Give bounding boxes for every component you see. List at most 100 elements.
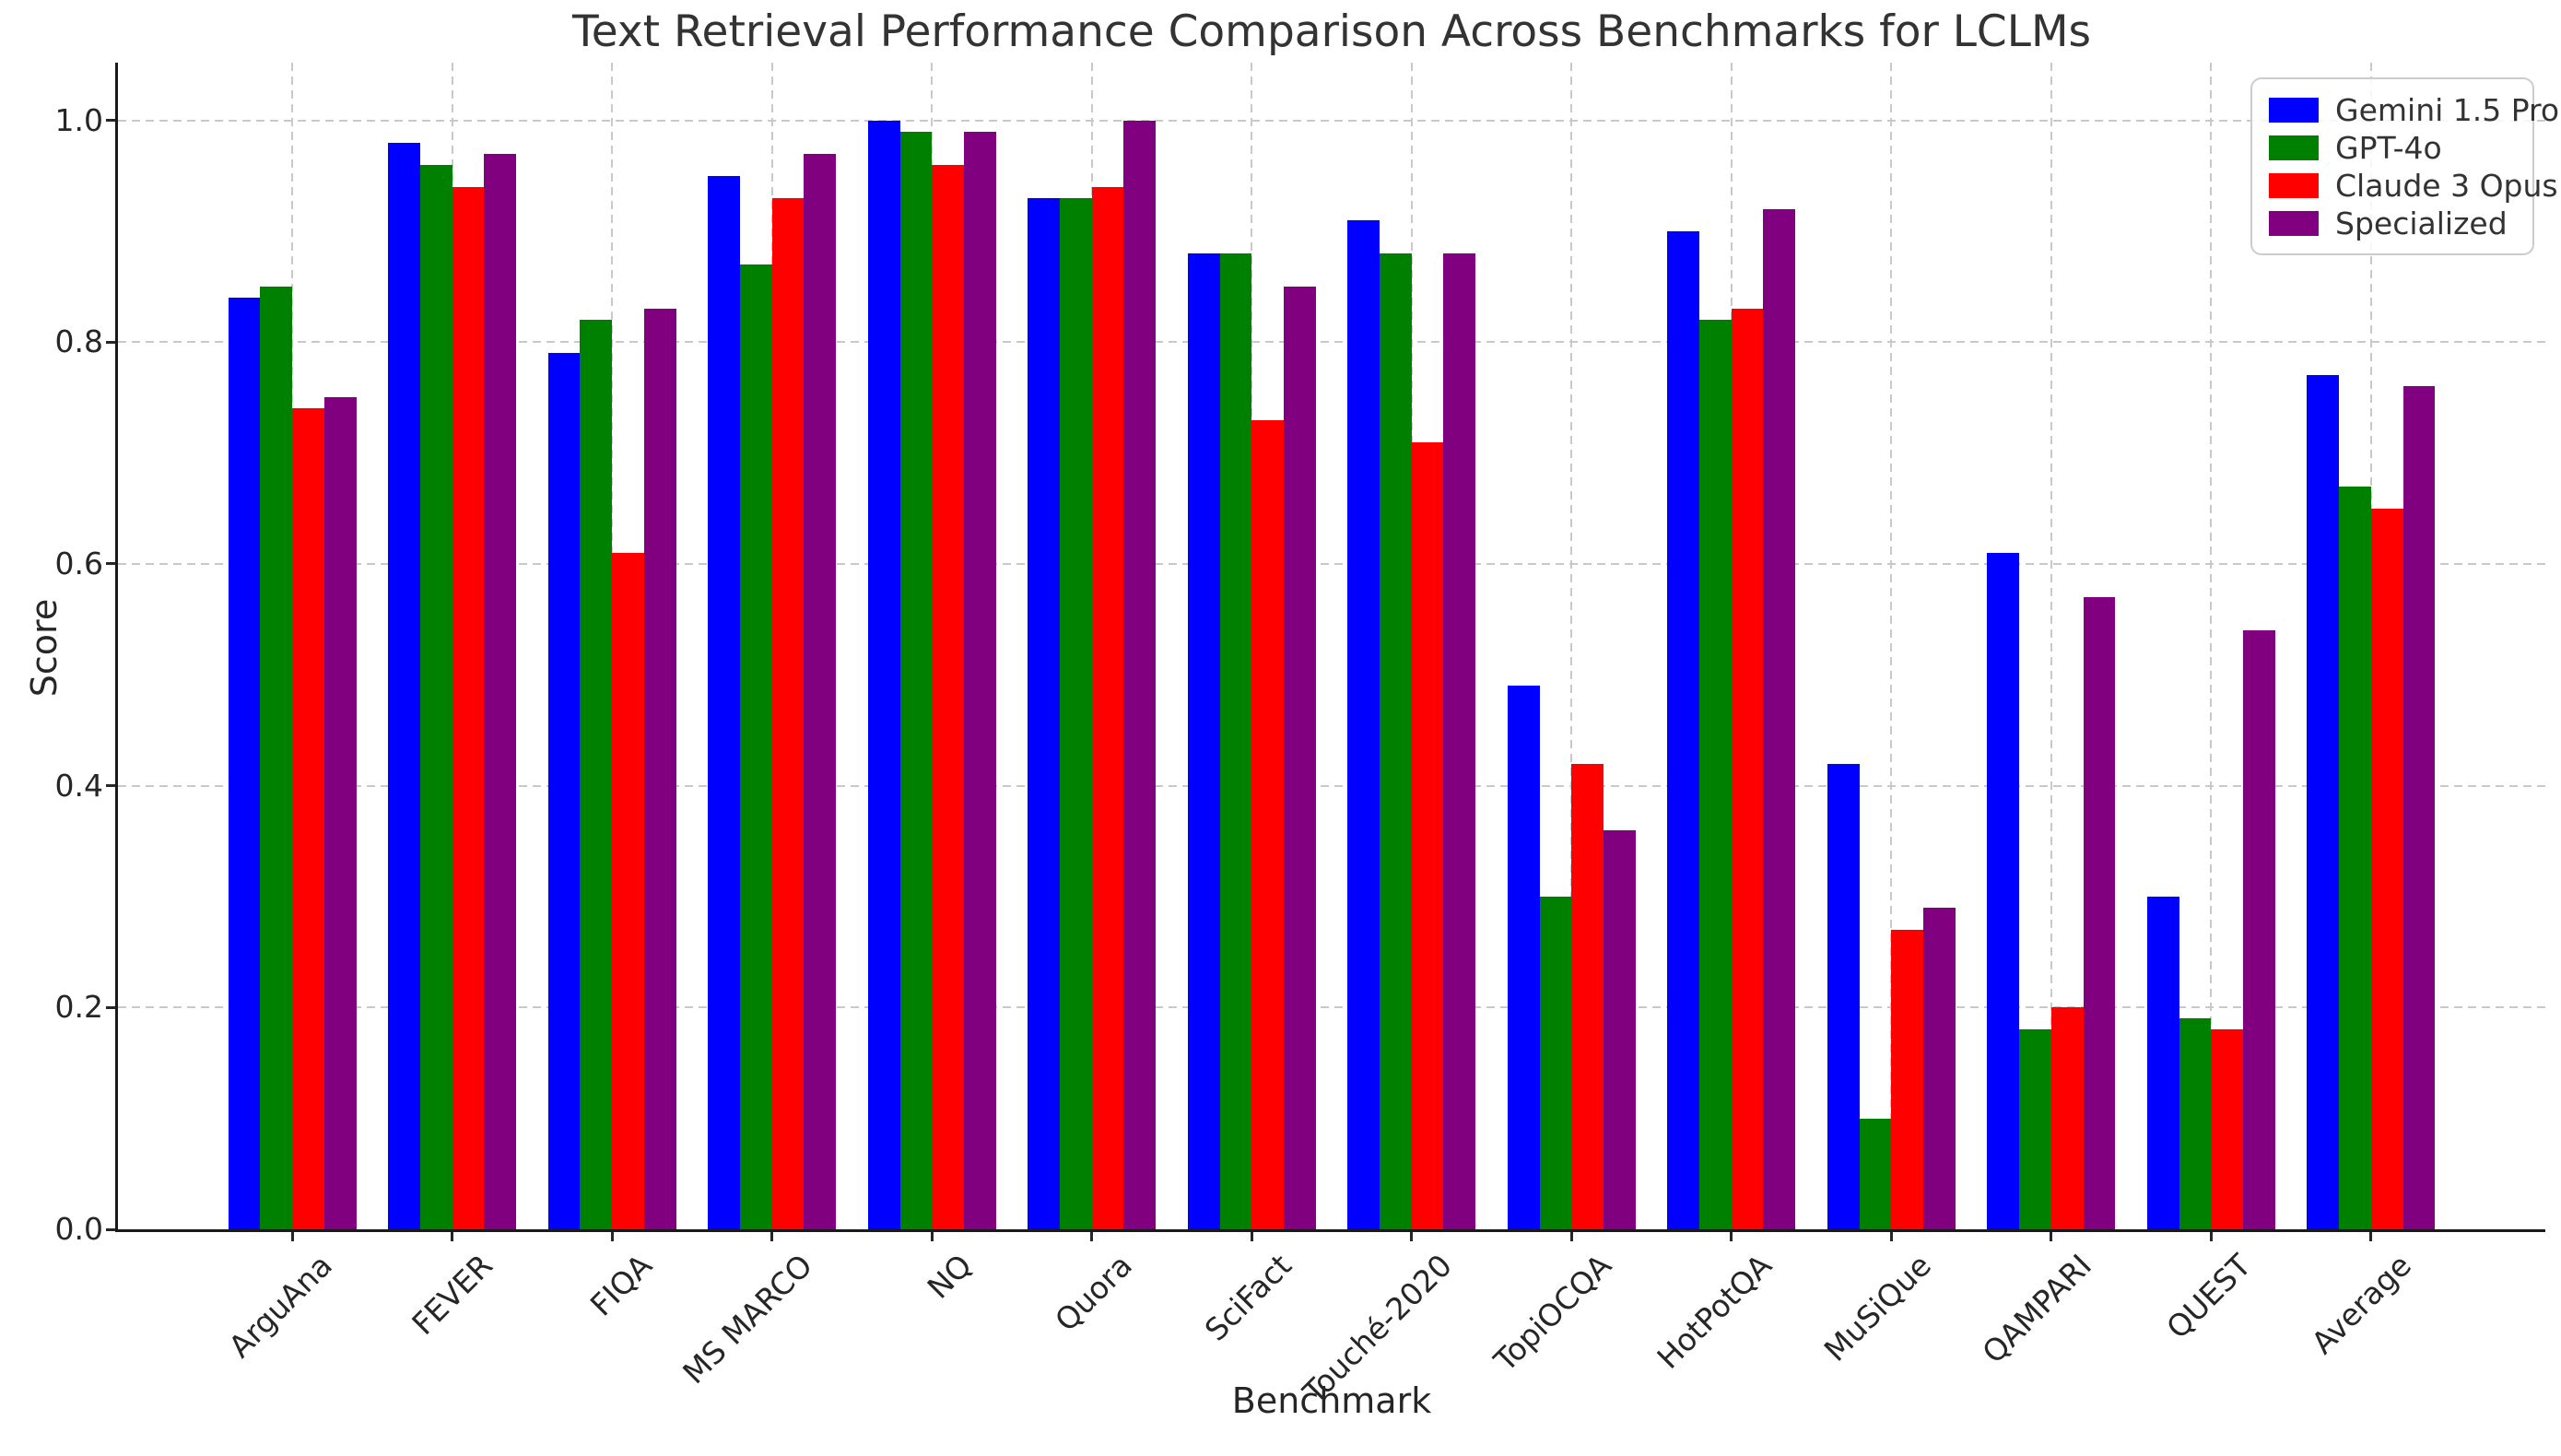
legend-label: Gemini 1.5 Pro [2335, 91, 2560, 128]
bar [580, 320, 613, 1229]
bar [1699, 320, 1732, 1229]
legend-item: Claude 3 Opus [2269, 167, 2558, 204]
x-tick-mark [2369, 1229, 2373, 1241]
x-tick-mark [1250, 1229, 1253, 1241]
x-gridline [2210, 63, 2213, 1229]
y-tick-label: 1.0 [54, 101, 103, 138]
chart-title: Text Retrieval Performance Comparison Ac… [572, 6, 2091, 57]
bar [1667, 230, 1700, 1229]
x-tick-mark [1569, 1229, 1573, 1241]
x-tick-mark [290, 1229, 294, 1241]
bar [1219, 252, 1252, 1229]
bar [771, 197, 805, 1229]
y-gridline [118, 562, 2545, 565]
bar [2146, 896, 2179, 1229]
bar [228, 298, 261, 1229]
bar [1539, 896, 1572, 1229]
y-gridline [118, 119, 2545, 122]
y-tick-label: 0.6 [54, 545, 103, 581]
bar [260, 287, 293, 1229]
bar [388, 142, 420, 1229]
bar [612, 552, 644, 1229]
bar [1187, 252, 1220, 1229]
bar [1827, 763, 1860, 1229]
x-tick-mark [2209, 1229, 2213, 1241]
legend-swatch [2269, 172, 2319, 198]
bar [1380, 252, 1412, 1229]
bar [1891, 930, 1923, 1229]
bar [2307, 375, 2340, 1229]
x-gridline [2050, 63, 2052, 1229]
bar [1411, 441, 1444, 1229]
x-tick-mark [1410, 1229, 1414, 1241]
y-tick-mark [106, 562, 118, 566]
bar [1859, 1118, 1892, 1229]
y-gridline [118, 784, 2545, 787]
bar [867, 120, 900, 1229]
bar [2179, 1018, 2212, 1229]
bar [419, 164, 452, 1229]
bar [2050, 1007, 2084, 1229]
x-tick-mark [930, 1229, 934, 1241]
y-tick-label: 0.0 [54, 1211, 103, 1247]
y-gridline [118, 341, 2545, 344]
x-tick-mark [1889, 1229, 1893, 1241]
bar [292, 408, 324, 1229]
bar [1507, 686, 1540, 1229]
bar [2370, 508, 2403, 1229]
legend-label: Specialized [2335, 205, 2508, 241]
bar [1091, 186, 1124, 1229]
bar [1443, 252, 1476, 1229]
bar [804, 153, 837, 1229]
bar [1347, 219, 1380, 1229]
legend-swatch [2269, 210, 2319, 236]
legend-item: GPT-4o [2269, 129, 2516, 166]
y-gridline [118, 1006, 2545, 1009]
bar [1603, 829, 1636, 1229]
bar [1060, 197, 1092, 1229]
bar [1923, 908, 1956, 1229]
bar [1028, 197, 1061, 1229]
x-tick-mark [610, 1229, 614, 1241]
x-tick-mark [451, 1229, 454, 1241]
bar [2339, 486, 2371, 1229]
y-tick-mark [106, 784, 118, 788]
legend-swatch [2269, 97, 2319, 123]
legend-label: GPT-4o [2335, 129, 2442, 166]
bar [1987, 552, 2020, 1229]
bar [2402, 386, 2436, 1229]
bar [643, 309, 676, 1229]
x-tick-mark [2050, 1229, 2053, 1241]
bar [1283, 287, 1316, 1229]
bar [739, 264, 772, 1229]
legend-item: Gemini 1.5 Pro [2269, 91, 2559, 128]
bar [2019, 1029, 2051, 1229]
left-spine [115, 63, 118, 1232]
bar [932, 164, 964, 1229]
bottom-spine [115, 1229, 2545, 1232]
legend-swatch [2269, 135, 2319, 160]
y-tick-mark [106, 1005, 118, 1009]
y-tick-mark [106, 1227, 118, 1231]
bar [452, 186, 485, 1229]
legend-label: Claude 3 Opus [2335, 167, 2558, 204]
y-tick-label: 0.2 [54, 989, 103, 1026]
bar [1123, 120, 1157, 1229]
bar [899, 131, 933, 1229]
bar [1571, 763, 1604, 1229]
legend-item: Specialized [2269, 205, 2516, 241]
bar [2211, 1029, 2244, 1229]
bar [323, 397, 357, 1229]
x-gridline [1570, 63, 1573, 1229]
x-tick-mark [1730, 1229, 1733, 1241]
bar [1763, 208, 1796, 1229]
y-tick-label: 0.4 [54, 767, 103, 804]
bar [484, 153, 517, 1229]
x-axis-label: Benchmark [1231, 1380, 1432, 1421]
legend: Gemini 1.5 Pro GPT-4o Claude 3 Opus Special… [2250, 77, 2559, 255]
bar [963, 131, 996, 1229]
bar [2083, 597, 2116, 1229]
y-tick-mark [106, 340, 118, 344]
x-tick-mark [770, 1229, 774, 1241]
